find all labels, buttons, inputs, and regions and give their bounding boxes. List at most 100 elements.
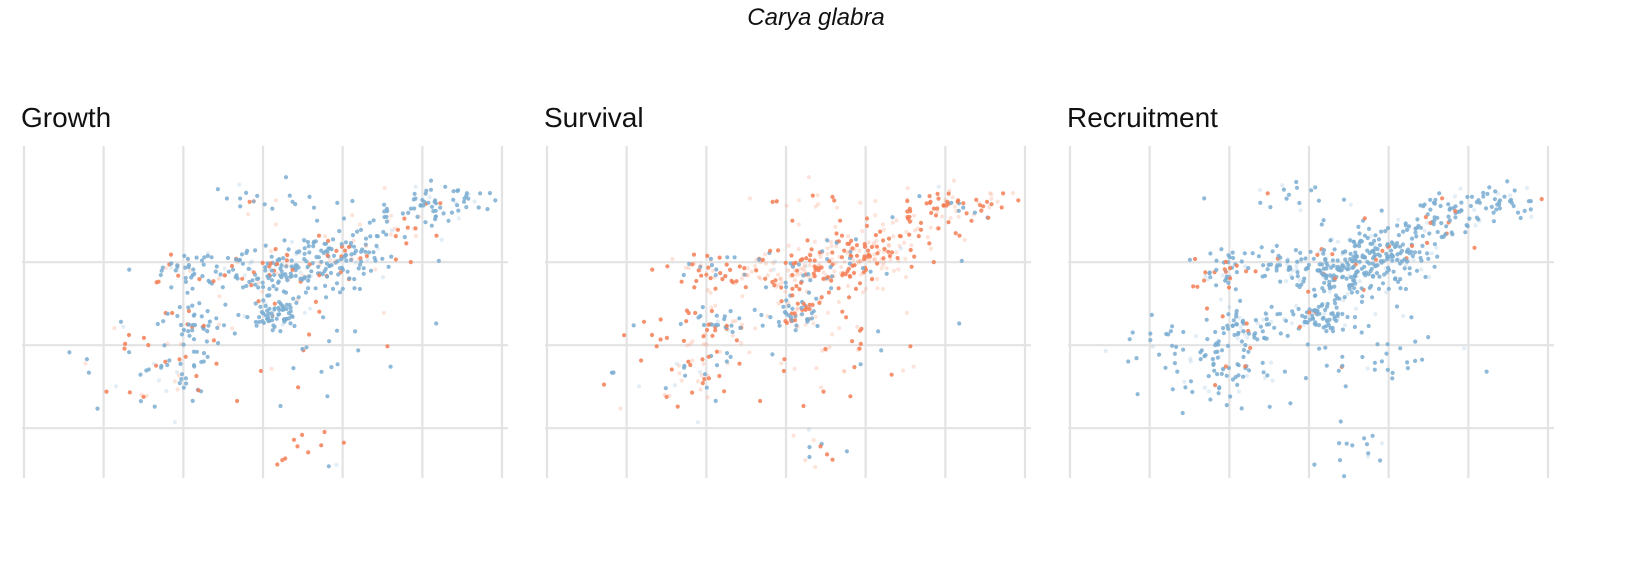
scatter-point: [306, 278, 311, 283]
scatter-point: [83, 361, 88, 366]
scatter-point: [704, 385, 709, 390]
scatter-point: [1365, 454, 1371, 459]
scatter-point: [730, 319, 735, 324]
scatter-point: [1324, 329, 1329, 334]
scatter-point: [1420, 357, 1425, 362]
scatter-point: [200, 274, 205, 279]
scatter-point: [696, 268, 701, 273]
scatter-point: [185, 290, 190, 295]
scatter-point: [156, 378, 161, 383]
scatter-point: [284, 306, 289, 312]
scatter-point: [1413, 358, 1418, 363]
scatter-point: [1351, 254, 1356, 259]
scatter-point: [819, 385, 824, 390]
scatter-point: [1188, 379, 1194, 384]
scatter-point: [141, 335, 146, 340]
scatter-point: [928, 225, 933, 230]
scatter-point: [792, 366, 797, 371]
scatter-point: [796, 262, 802, 267]
scatter-point: [1220, 314, 1225, 319]
scatter-point: [964, 211, 969, 216]
scatter-point: [704, 272, 709, 277]
scatter-point: [1241, 329, 1246, 334]
scatter-point: [1439, 221, 1444, 226]
scatter-point: [1242, 251, 1247, 256]
scatter-point: [236, 258, 242, 263]
scatter-point: [1330, 329, 1336, 334]
scatter-point: [1328, 273, 1333, 278]
scatter-point: [812, 239, 818, 244]
scatter-point: [1285, 257, 1291, 262]
scatter-point: [288, 305, 293, 310]
scatter-point: [695, 420, 701, 425]
scatter-point: [710, 333, 715, 338]
scatter-point: [709, 263, 715, 268]
scatter-point: [246, 212, 251, 217]
scatter-point: [1362, 216, 1367, 221]
scatter-point: [1372, 238, 1377, 243]
scatter-point: [413, 234, 418, 239]
scatter-point: [793, 328, 798, 333]
scatter-point: [185, 256, 190, 261]
scatter-point: [1338, 268, 1343, 273]
scatter-point: [363, 249, 368, 254]
scatter-point: [1420, 243, 1425, 248]
scatter-point: [894, 218, 899, 223]
scatter-point: [1347, 283, 1352, 288]
scatter-point: [1331, 263, 1336, 268]
scatter-point: [1208, 275, 1213, 280]
scatter-point: [1269, 360, 1274, 365]
scatter-point: [1350, 258, 1355, 264]
scatter-point: [1217, 385, 1222, 390]
scatter-point: [907, 214, 912, 219]
scatter-point: [1313, 320, 1318, 325]
scatter-point: [1299, 257, 1304, 262]
scatter-point: [1352, 315, 1358, 320]
scatter-point: [1269, 304, 1274, 309]
scatter-point: [1357, 259, 1362, 264]
scatter-point: [825, 246, 830, 251]
scatter-point: [1314, 309, 1319, 314]
scatter-point: [334, 281, 340, 286]
scatter-point: [472, 199, 477, 204]
scatter-point: [316, 264, 321, 269]
scatter-point: [214, 264, 219, 269]
scatter-point: [165, 362, 170, 368]
scatter-point: [1337, 458, 1343, 463]
scatter-point: [821, 276, 826, 281]
scatter-point: [1375, 247, 1380, 252]
scatter-point: [710, 268, 716, 273]
scatter-point: [1330, 258, 1335, 263]
scatter-point: [873, 198, 878, 204]
scatter-point: [1360, 354, 1365, 360]
scatter-point: [244, 283, 249, 289]
scatter-point: [1321, 325, 1326, 330]
scatter-point: [826, 290, 832, 295]
scatter-point: [275, 261, 280, 267]
scatter-point: [850, 339, 855, 344]
scatter-point: [384, 219, 389, 224]
scatter-point: [1417, 250, 1422, 255]
scatter-point: [1150, 344, 1155, 349]
scatter-point: [858, 341, 863, 346]
scatter-point: [1324, 260, 1329, 266]
scatter-point: [1378, 458, 1383, 463]
scatter-point: [1234, 270, 1239, 275]
scatter-point: [1397, 250, 1402, 255]
scatter-point: [1435, 254, 1440, 259]
scatter-point: [1409, 236, 1415, 241]
scatter-point: [251, 199, 256, 204]
scatter-point: [779, 285, 784, 290]
scatter-point: [363, 242, 368, 247]
scatter-point: [302, 251, 307, 256]
scatter-point: [158, 272, 163, 278]
scatter-point: [903, 256, 908, 261]
scatter-point: [190, 328, 195, 333]
scatter-point: [1312, 293, 1317, 298]
scatter-point: [905, 209, 910, 214]
scatter-point: [1396, 233, 1401, 238]
scatter-point: [1458, 186, 1463, 191]
scatter-point: [1208, 397, 1213, 402]
scatter-point: [493, 198, 498, 203]
scatter-point: [1425, 220, 1430, 225]
